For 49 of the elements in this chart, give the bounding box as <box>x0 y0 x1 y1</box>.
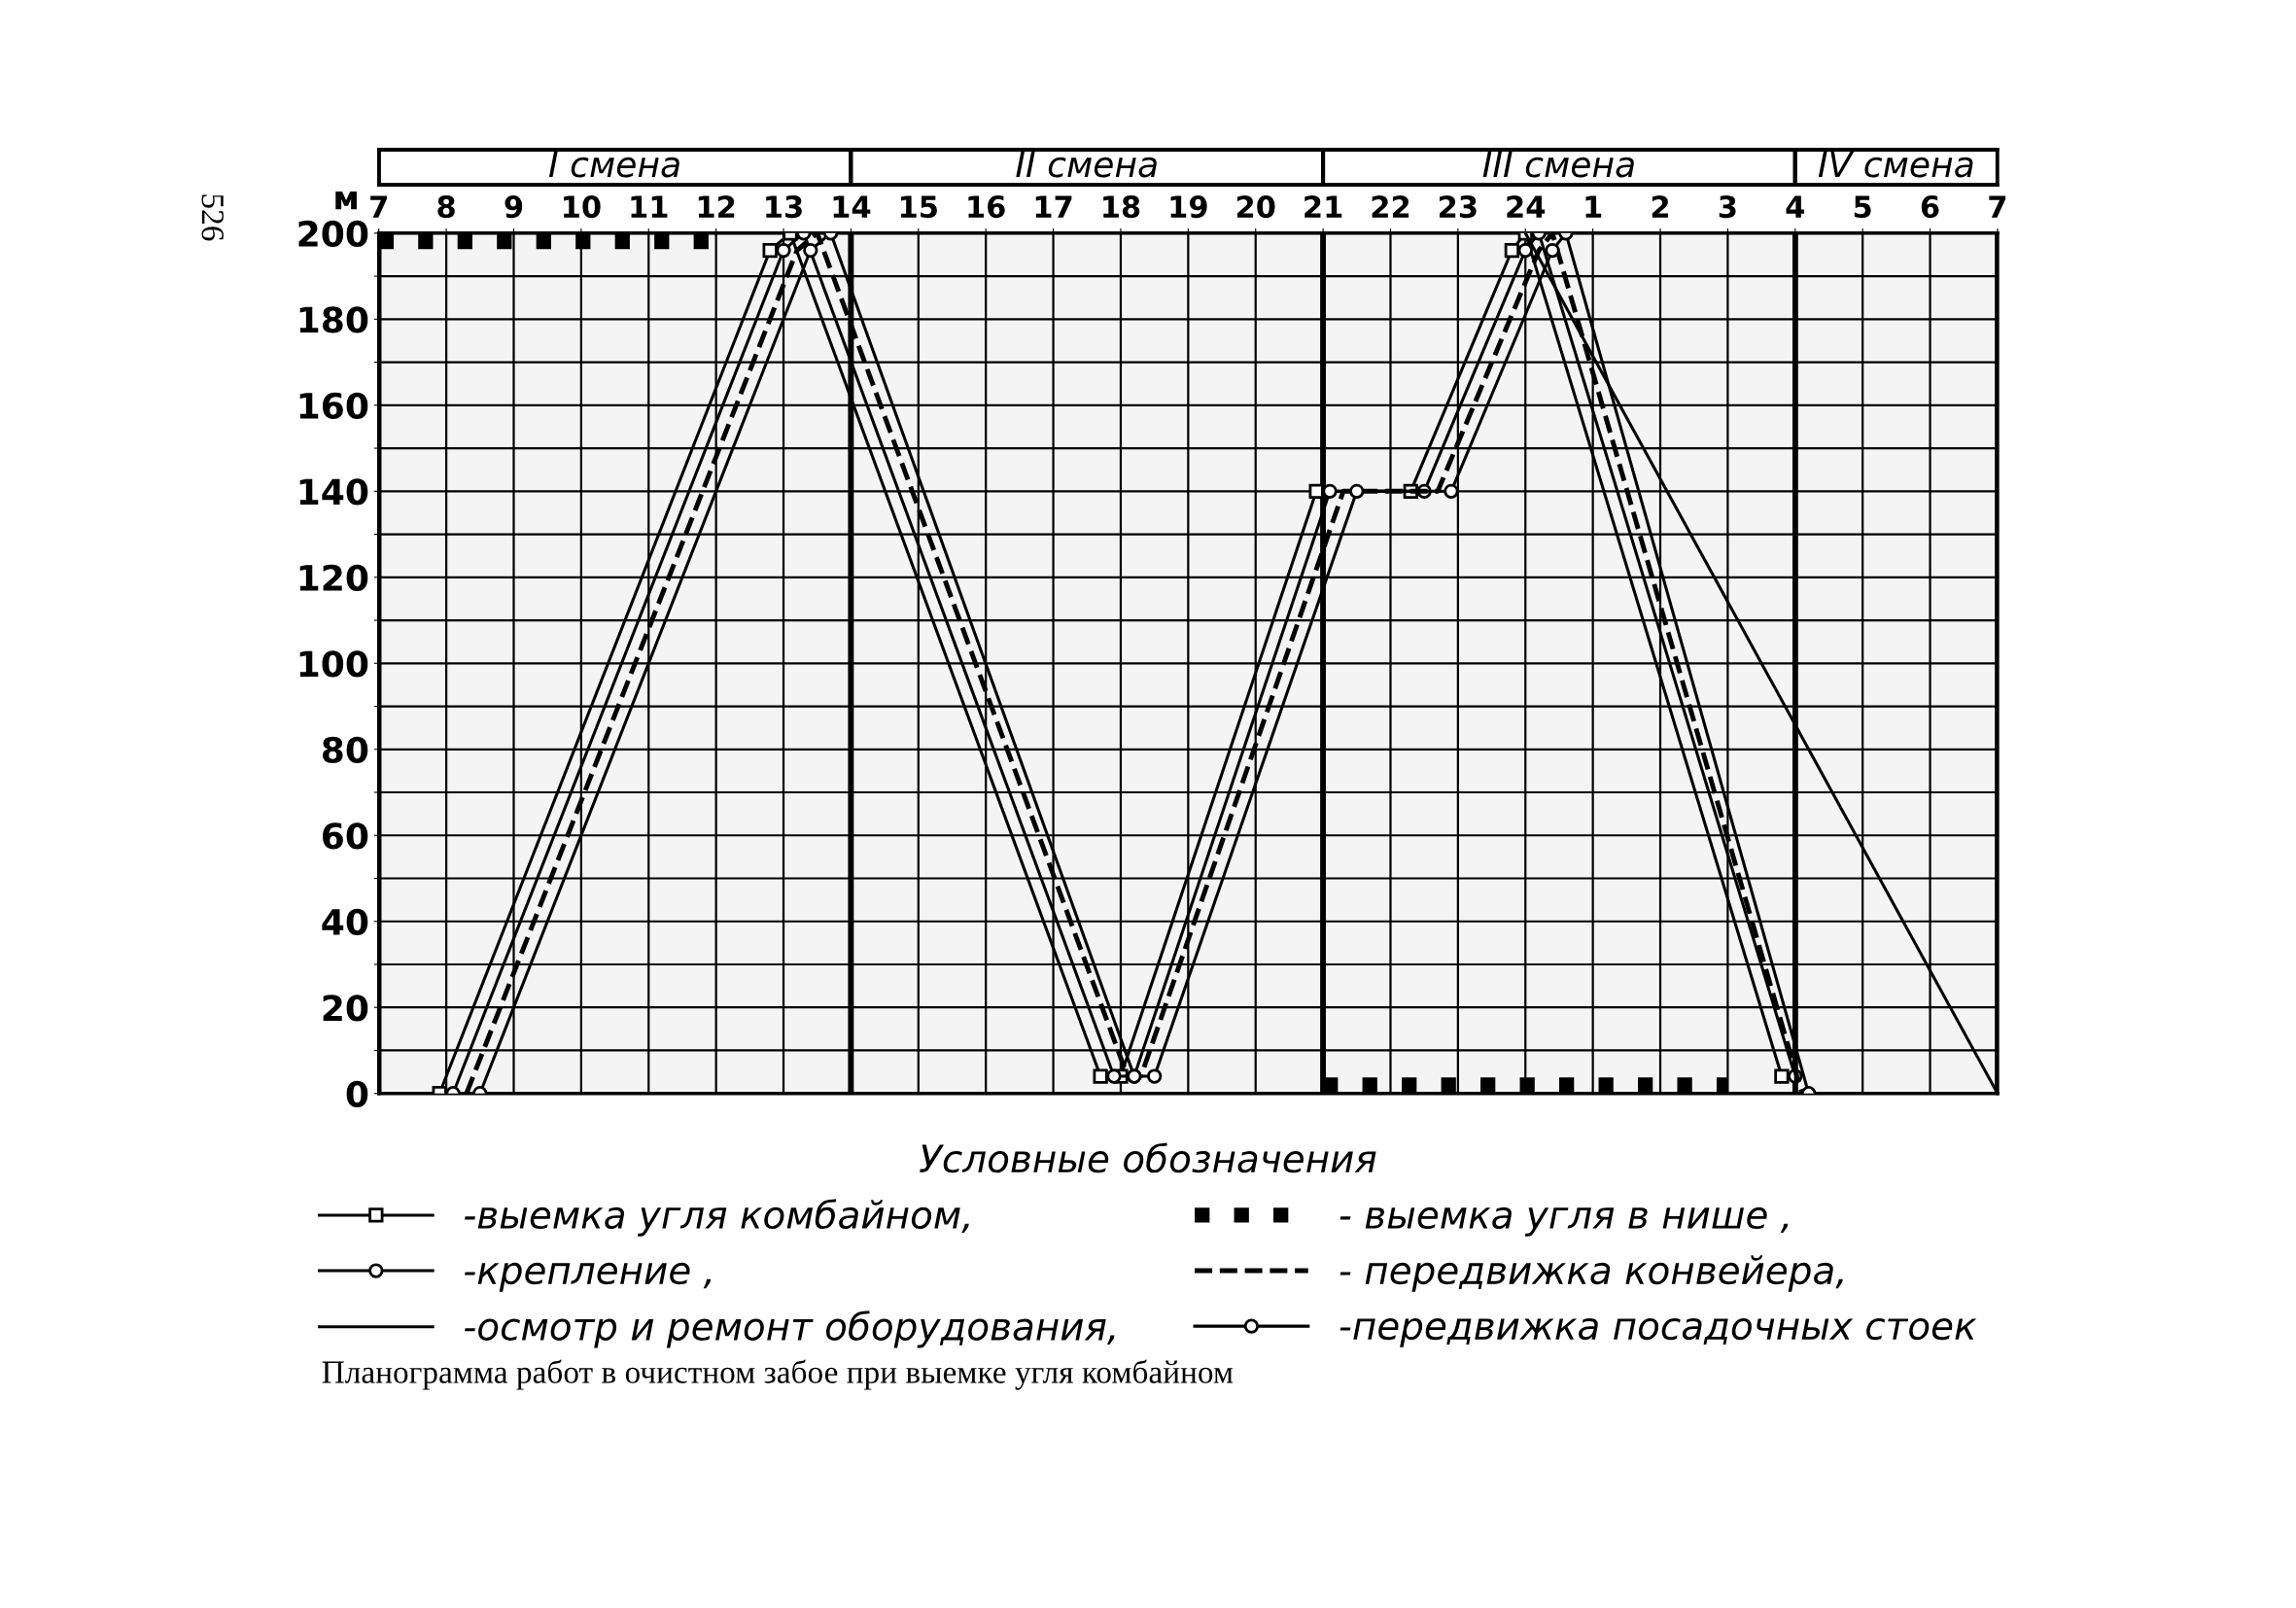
text: Планограмма работ в очистном забое при выемке угля комбайном <box>322 1359 1234 1390</box>
x-tick-label: 13 <box>766 195 802 219</box>
y-tick-label: 200 <box>298 220 368 248</box>
x-tick-label: 23 <box>1440 195 1477 219</box>
x-tick-label: 15 <box>900 195 937 219</box>
x2-tick-label: 1 <box>1585 195 1602 218</box>
y-tick-label: 140 <box>299 478 368 506</box>
x-tick-label: 21 <box>1305 195 1342 218</box>
legend-title: Условные обозначения <box>920 1142 1376 1173</box>
x-tick-label: 8 <box>437 195 455 219</box>
band-label: I смена <box>548 151 679 178</box>
y-tick-label: 0 <box>346 1080 368 1107</box>
legend-label: - передвижка конвейера, <box>1339 1255 1843 1292</box>
x-tick-label: 9 <box>504 195 523 219</box>
legend-label: -выемка угля комбайном, <box>465 1199 969 1237</box>
y-tick-label: 180 <box>299 306 368 333</box>
y-tick-label: 160 <box>299 392 368 420</box>
x-tick-label: 19 <box>1170 195 1207 219</box>
y-tick-label: 80 <box>322 736 368 763</box>
x-tick-label: 11 <box>631 195 668 218</box>
legend-label: -осмотр и ремонт оборудования, <box>465 1311 1115 1348</box>
x2-tick-label: 4 <box>1786 195 1805 218</box>
band-label: III смена <box>1482 151 1634 178</box>
x-tick-label: 16 <box>968 195 1005 219</box>
y-axis-title: м <box>335 191 357 210</box>
band-label: IV смена <box>1818 151 1973 178</box>
x-tick-label: 18 <box>1103 195 1140 219</box>
legend-label: - выемка угля в нише , <box>1339 1206 1789 1237</box>
text: 526 <box>201 194 224 241</box>
x-tick-label: 22 <box>1372 195 1409 218</box>
x2-tick-label: 2 <box>1652 195 1668 218</box>
y-tick-label: 40 <box>322 908 368 935</box>
y-tick-label: 120 <box>299 564 368 592</box>
y-tick-label: 100 <box>299 650 368 678</box>
band-label: II смена <box>1016 151 1157 178</box>
x-tick-label: 14 <box>833 195 871 218</box>
y-tick-label: 60 <box>323 822 368 850</box>
x-tick-label: 10 <box>564 195 601 219</box>
x-tick-label: 12 <box>698 195 735 218</box>
x2-tick-label: 3 <box>1719 195 1736 219</box>
legend-label: -крепление , <box>465 1262 712 1292</box>
legend-label: -передвижка посадочных стоек <box>1339 1317 1977 1347</box>
x2-tick-label: 6 <box>1921 195 1939 219</box>
x-tick-label: 7 <box>370 195 387 218</box>
x-tick-label: 20 <box>1236 195 1275 219</box>
x-tick-label: 24 <box>1507 195 1546 218</box>
y-tick-label: 20 <box>323 995 368 1022</box>
x2-tick-label: 5 <box>1854 195 1871 219</box>
x-tick-label: 17 <box>1035 195 1072 218</box>
